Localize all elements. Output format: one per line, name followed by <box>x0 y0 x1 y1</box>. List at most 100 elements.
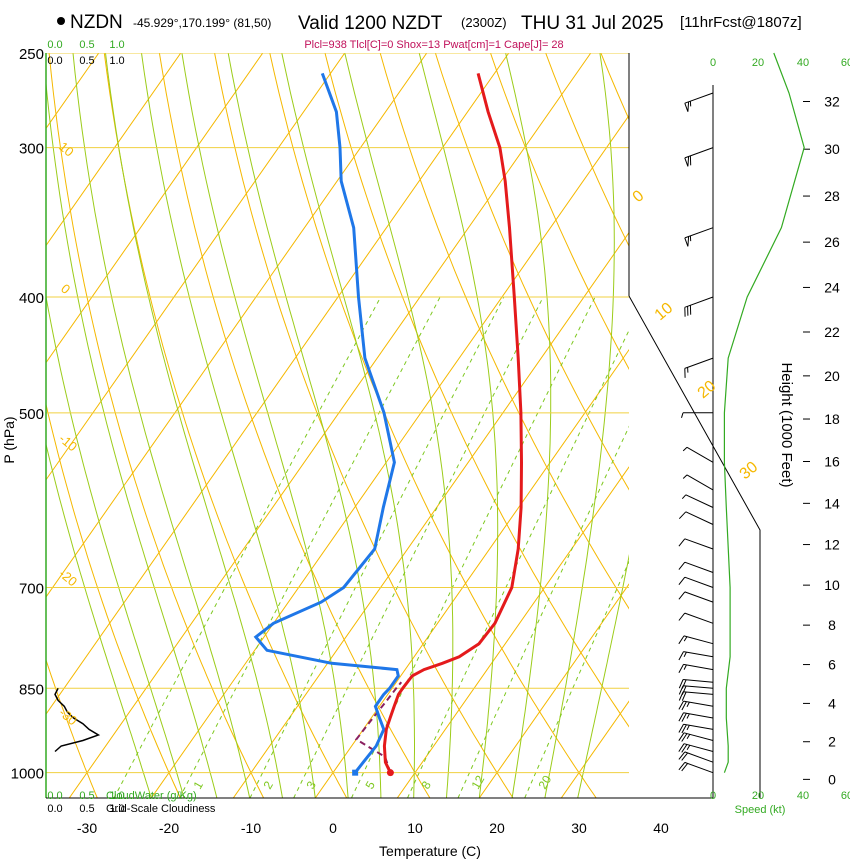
moist-adiabat <box>46 78 218 798</box>
mixing-ratio-label: 2 <box>260 778 276 791</box>
wind-barb <box>684 227 714 247</box>
dry-adiabat <box>158 53 431 798</box>
isotherm-line <box>396 466 629 798</box>
height-tick-label: 4 <box>828 695 836 711</box>
height-tick-label: 18 <box>824 411 840 427</box>
wind-barb <box>684 296 714 317</box>
height-tick-label: 12 <box>824 537 840 553</box>
speed-tick-top: 40 <box>797 57 809 69</box>
dry-adiabat <box>489 53 629 370</box>
wind-barb <box>682 446 714 463</box>
cloudwater-profile <box>54 687 101 753</box>
curves-layer <box>54 52 805 777</box>
forecast-info: [11hrFcst@1807z] <box>680 14 802 31</box>
cloudwater-tick-top: 1.0 <box>109 39 124 51</box>
temperature-curve <box>382 73 524 774</box>
speed-tick-bottom: 0 <box>710 790 716 802</box>
mixing-ratio-line <box>113 296 382 798</box>
wind-barb <box>678 561 714 573</box>
parcel-curve <box>354 681 403 774</box>
isotherm-label: 20 <box>695 378 720 403</box>
station-code: NZDN <box>70 12 123 33</box>
x-tick-label: 30 <box>571 820 587 836</box>
moist-adiabat <box>544 53 615 798</box>
valid-time: Valid 1200 NZDT <box>298 13 443 34</box>
speed-profile <box>723 52 805 773</box>
pressure-tick-label: 850 <box>19 681 44 698</box>
height-tick-label: 22 <box>824 324 840 340</box>
moist-adiabat <box>344 53 454 798</box>
mixing-ratio-label: 12 <box>468 773 487 792</box>
wind-barb <box>681 412 713 418</box>
isotherm-label: 10 <box>652 300 677 325</box>
pressure-tick-label: 1000 <box>11 766 44 783</box>
moist-adiabat <box>72 53 251 798</box>
x-tick-label: 10 <box>407 820 423 836</box>
wind-barb <box>678 511 714 525</box>
wind-barb <box>678 679 714 689</box>
height-tick-label: 16 <box>824 454 840 470</box>
isotherm-label-left: -10 <box>56 431 80 455</box>
dry-adiabat <box>214 53 514 798</box>
sounding-indices: Plcl=938 Tlcl[C]=0 Shox=13 Pwat[cm]=1 Ca… <box>304 39 563 51</box>
cloudwater-tick-top: 0.5 <box>79 39 94 51</box>
isotherm-line <box>314 348 629 798</box>
wind-barb <box>682 474 714 491</box>
cloudwater-tick-top: 0.0 <box>47 39 62 51</box>
text-layer: NZDN -45.929°,170.199° (81,50) Valid 120… <box>1 12 850 859</box>
wind-barb <box>684 357 714 378</box>
x-axis-label: Temperature (C) <box>379 843 481 859</box>
pressure-tick-label: 700 <box>19 581 44 598</box>
height-tick-label: 30 <box>824 141 840 157</box>
dry-adiabat <box>48 53 265 798</box>
cloudiness-tick-bottom: 0.5 <box>79 803 94 815</box>
grid-clipped <box>0 32 629 798</box>
dry-adiabat <box>46 402 181 798</box>
moist-adiabat <box>46 442 152 798</box>
moist-adiabat <box>577 553 629 798</box>
cloudwater-tick-bottom: 0.5 <box>79 790 94 802</box>
moist-adiabat <box>227 53 382 798</box>
height-tick-label: 26 <box>824 234 840 250</box>
height-tick-label: 28 <box>824 188 840 204</box>
dry-adiabat <box>0 32 14 798</box>
y-axis-label: P (hPa) <box>1 416 17 463</box>
height-tick-label: 32 <box>824 94 840 110</box>
isotherm-line <box>560 700 629 798</box>
isotherm-label-left: -30 <box>56 705 80 729</box>
moist-adiabat <box>418 53 499 798</box>
moist-adiabat <box>181 53 349 798</box>
wind-barb <box>678 576 714 588</box>
mixing-ratio-line <box>249 296 505 798</box>
wind-barb <box>678 751 714 763</box>
station-dot-icon <box>57 17 65 25</box>
x-tick-label: 20 <box>489 820 505 836</box>
mixing-ratio-label: 20 <box>535 773 554 792</box>
isotherm-line <box>46 53 428 598</box>
pressure-tick-label: 300 <box>19 141 44 158</box>
wind-barb <box>678 591 714 603</box>
cloudiness-tick-bottom: 0.0 <box>47 803 62 815</box>
wind-barb <box>678 635 714 645</box>
grid-layer <box>0 32 810 799</box>
speed-tick-bottom: 20 <box>752 790 764 802</box>
cloudwater-label: CloudWater (g/Kg) <box>106 790 197 802</box>
speed-tick-bottom: 40 <box>797 790 809 802</box>
dry-adiabat <box>103 53 348 798</box>
dry-adiabat <box>600 53 629 121</box>
x-tick-label: -30 <box>77 820 97 836</box>
isotherm-label: 30 <box>737 459 762 484</box>
cloudwater-tick-bottom: 1.0 <box>109 790 124 802</box>
moist-adiabat <box>505 53 552 798</box>
height-tick-label: 20 <box>824 368 840 384</box>
isotherm-label: 0 <box>630 187 648 206</box>
mixing-ratio-line <box>293 296 544 798</box>
wind-barb <box>678 712 714 722</box>
tropopause-boundary <box>628 295 761 798</box>
surface-dewpoint-marker <box>352 769 359 776</box>
dry-adiabat <box>545 53 629 248</box>
dry-adiabat <box>434 53 629 491</box>
speed-tick-bottom: 60 <box>841 790 850 802</box>
wind-barb <box>678 538 714 550</box>
wind-barb <box>684 147 714 167</box>
